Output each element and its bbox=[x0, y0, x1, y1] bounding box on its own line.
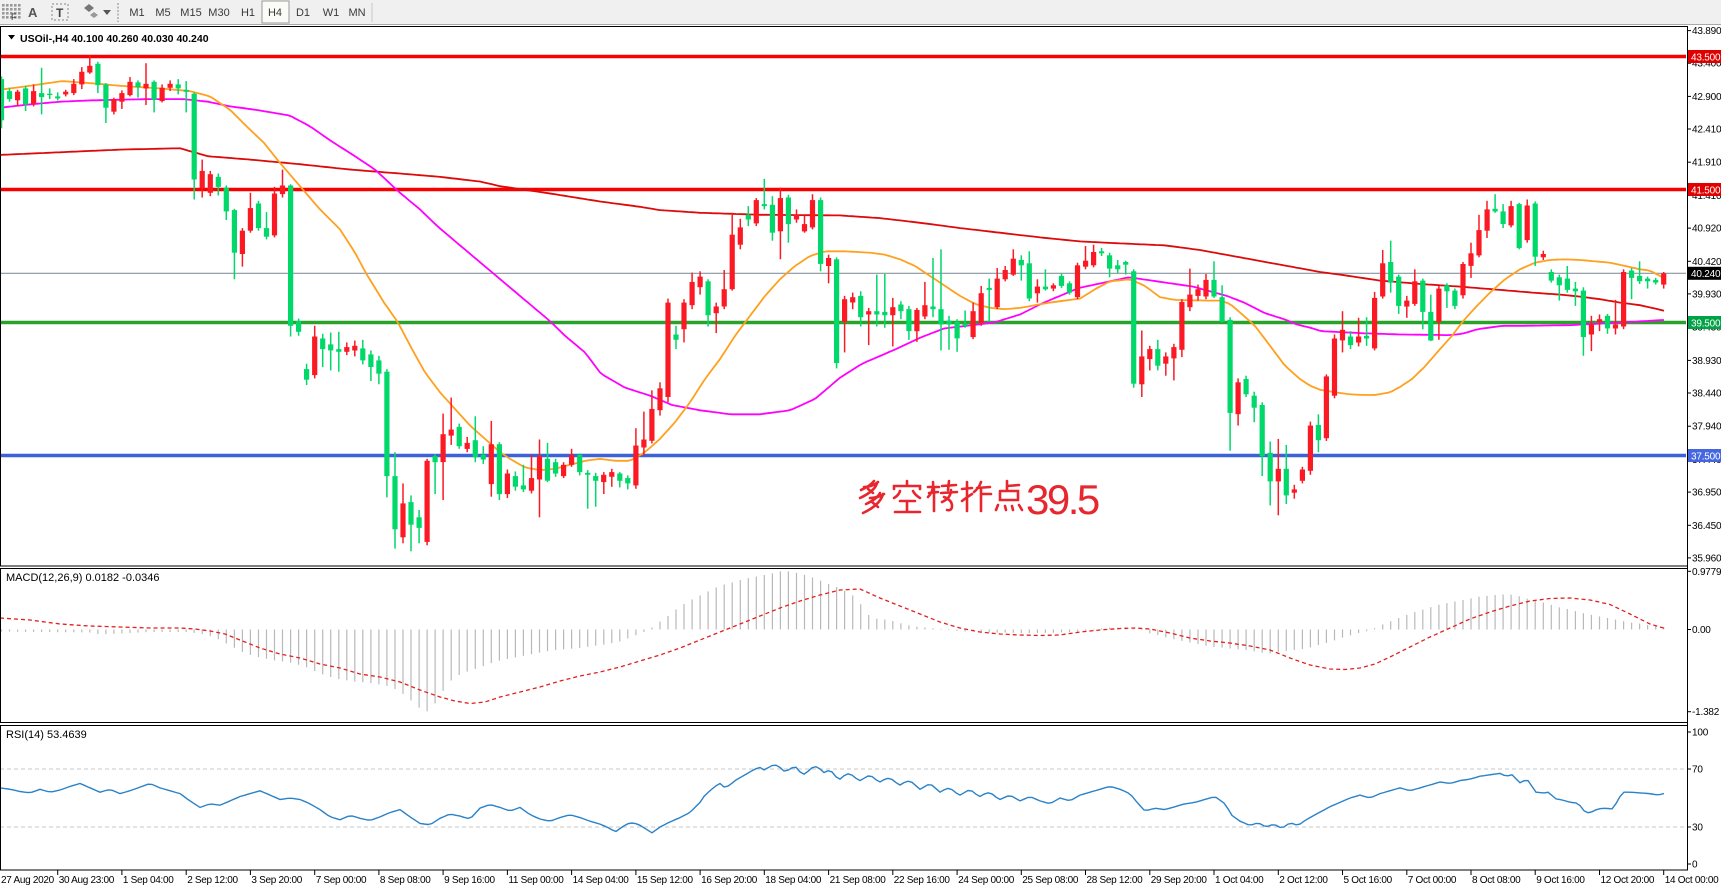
svg-text:MACD(12,26,9) 0.0182 -0.0346: MACD(12,26,9) 0.0182 -0.0346 bbox=[6, 572, 159, 584]
svg-text:7 Oct 00:00: 7 Oct 00:00 bbox=[1408, 875, 1457, 886]
svg-text:2 Oct 12:00: 2 Oct 12:00 bbox=[1279, 875, 1328, 886]
svg-text:9 Oct 16:00: 9 Oct 16:00 bbox=[1536, 875, 1585, 886]
svg-text:11 Sep 00:00: 11 Sep 00:00 bbox=[508, 875, 564, 886]
svg-text:M1: M1 bbox=[129, 7, 144, 19]
svg-text:14 Oct 00:00: 14 Oct 00:00 bbox=[1665, 875, 1719, 886]
svg-text:100: 100 bbox=[1692, 728, 1709, 739]
svg-text:M15: M15 bbox=[180, 7, 201, 19]
svg-text:40.240: 40.240 bbox=[1691, 269, 1721, 280]
svg-text:9 Sep 16:00: 9 Sep 16:00 bbox=[444, 875, 495, 886]
svg-text:36.450: 36.450 bbox=[1692, 521, 1721, 532]
svg-text:43.890: 43.890 bbox=[1692, 26, 1721, 37]
svg-text:2 Sep 12:00: 2 Sep 12:00 bbox=[187, 875, 238, 886]
svg-text:39.930: 39.930 bbox=[1692, 289, 1721, 300]
svg-text:D1: D1 bbox=[296, 7, 310, 19]
svg-text:-1.382: -1.382 bbox=[1692, 707, 1720, 718]
svg-text:42.900: 42.900 bbox=[1692, 92, 1721, 103]
svg-text:38.930: 38.930 bbox=[1692, 356, 1721, 367]
svg-text:41.500: 41.500 bbox=[1691, 185, 1721, 196]
svg-text:37.940: 37.940 bbox=[1692, 422, 1721, 433]
svg-text:T: T bbox=[56, 6, 64, 20]
svg-text:3 Sep 20:00: 3 Sep 20:00 bbox=[251, 875, 302, 886]
svg-text:39.500: 39.500 bbox=[1691, 318, 1721, 329]
svg-text:29 Sep 20:00: 29 Sep 20:00 bbox=[1151, 875, 1208, 886]
svg-text:F: F bbox=[11, 12, 17, 22]
svg-text:1 Oct 04:00: 1 Oct 04:00 bbox=[1215, 875, 1264, 886]
svg-text:0.9779: 0.9779 bbox=[1692, 567, 1721, 578]
svg-text:H4: H4 bbox=[268, 7, 282, 19]
svg-text:M5: M5 bbox=[155, 7, 170, 19]
svg-text:15 Sep 12:00: 15 Sep 12:00 bbox=[637, 875, 694, 886]
svg-text:7 Sep 00:00: 7 Sep 00:00 bbox=[316, 875, 367, 886]
svg-text:24 Sep 00:00: 24 Sep 00:00 bbox=[958, 875, 1015, 886]
svg-text:8 Oct 08:00: 8 Oct 08:00 bbox=[1472, 875, 1521, 886]
svg-text:W1: W1 bbox=[323, 7, 340, 19]
svg-text:21 Sep 08:00: 21 Sep 08:00 bbox=[830, 875, 887, 886]
svg-text:42.410: 42.410 bbox=[1692, 125, 1721, 136]
svg-text:28 Sep 12:00: 28 Sep 12:00 bbox=[1087, 875, 1144, 886]
svg-text:MN: MN bbox=[348, 7, 365, 19]
svg-text:36.950: 36.950 bbox=[1692, 488, 1721, 499]
svg-text:12 Oct 20:00: 12 Oct 20:00 bbox=[1601, 875, 1655, 886]
svg-text:30 Aug 23:00: 30 Aug 23:00 bbox=[59, 875, 115, 886]
svg-text:5 Oct 16:00: 5 Oct 16:00 bbox=[1344, 875, 1393, 886]
svg-text:40.420: 40.420 bbox=[1692, 257, 1721, 268]
svg-text:43.400: 43.400 bbox=[1692, 59, 1721, 70]
svg-text:0: 0 bbox=[1692, 860, 1698, 871]
svg-text:30: 30 bbox=[1692, 823, 1703, 834]
svg-text:USOil-,H4 40.100 40.260 40.03: USOil-,H4 40.100 40.260 40.030 40.240 bbox=[20, 33, 209, 45]
svg-text:43.500: 43.500 bbox=[1691, 52, 1721, 63]
svg-text:37.500: 37.500 bbox=[1691, 451, 1721, 462]
svg-text:41.910: 41.910 bbox=[1692, 158, 1721, 169]
svg-text:22 Sep 16:00: 22 Sep 16:00 bbox=[894, 875, 951, 886]
svg-text:0.00: 0.00 bbox=[1692, 625, 1711, 636]
svg-text:18 Sep 04:00: 18 Sep 04:00 bbox=[765, 875, 822, 886]
svg-text:16 Sep 20:00: 16 Sep 20:00 bbox=[701, 875, 758, 886]
svg-text:H1: H1 bbox=[241, 7, 255, 19]
svg-text:8 Sep 08:00: 8 Sep 08:00 bbox=[380, 875, 431, 886]
svg-text:27 Aug 2020: 27 Aug 2020 bbox=[1, 875, 55, 886]
svg-text:35.960: 35.960 bbox=[1692, 553, 1721, 564]
svg-text:RSI(14) 53.4639: RSI(14) 53.4639 bbox=[6, 729, 87, 741]
svg-text:41.410: 41.410 bbox=[1692, 191, 1721, 202]
svg-text:14 Sep 04:00: 14 Sep 04:00 bbox=[573, 875, 630, 886]
svg-text:39.5: 39.5 bbox=[1026, 476, 1099, 523]
svg-text:A: A bbox=[28, 5, 38, 20]
svg-text:38.440: 38.440 bbox=[1692, 389, 1721, 400]
svg-text:40.920: 40.920 bbox=[1692, 224, 1721, 235]
svg-text:70: 70 bbox=[1692, 765, 1703, 776]
svg-text:M30: M30 bbox=[208, 7, 229, 19]
svg-text:25 Sep 08:00: 25 Sep 08:00 bbox=[1022, 875, 1079, 886]
svg-text:1 Sep 04:00: 1 Sep 04:00 bbox=[123, 875, 174, 886]
